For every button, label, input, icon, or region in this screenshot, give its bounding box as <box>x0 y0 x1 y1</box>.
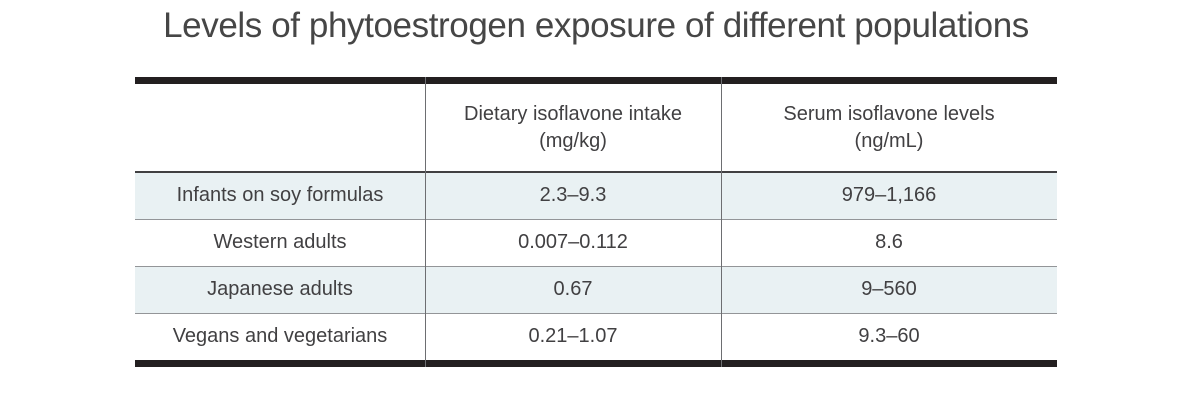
cell-serum-levels: 9–560 <box>721 265 1057 313</box>
cell-population: Japanese adults <box>135 265 425 313</box>
header-population <box>135 84 425 173</box>
cell-dietary-intake: 0.007–0.112 <box>425 218 721 266</box>
header-serum-levels: Serum isoflavone levels (ng/mL) <box>721 84 1057 173</box>
column-divider-2 <box>721 77 722 367</box>
cell-dietary-intake: 0.21–1.07 <box>425 312 721 360</box>
header-row: Dietary isoflavone intake (mg/kg) Serum … <box>135 84 1057 173</box>
cell-population: Western adults <box>135 218 425 266</box>
cell-dietary-intake: 2.3–9.3 <box>539 184 607 207</box>
header-dietary-intake: Dietary isoflavone intake (mg/kg) <box>425 84 721 173</box>
cell-population: Vegans and vegetarians <box>135 312 425 360</box>
header-serum-levels-label: Serum isoflavone levels <box>783 102 995 125</box>
cell-dietary-intake: 0.67 <box>425 265 721 313</box>
table-row: Vegans and vegetarians 0.21–1.07 9.3–60 <box>135 312 1057 360</box>
cell-serum-levels: 979–1,166 <box>841 184 937 207</box>
header-dietary-intake-unit: (mg/kg) <box>539 129 607 152</box>
figure-title: Levels of phytoestrogen exposure of diff… <box>163 6 1029 45</box>
header-dietary-intake-label: Dietary isoflavone intake <box>464 102 682 125</box>
table-row: Western adults 0.007–0.112 8.6 <box>135 218 1057 266</box>
data-table: Dietary isoflavone intake (mg/kg) Serum … <box>135 77 1057 367</box>
cell-serum-levels: 8.6 <box>721 218 1057 266</box>
header-serum-levels-unit: (ng/mL) <box>854 129 924 152</box>
cell-population: Infants on soy formulas <box>176 184 384 207</box>
column-divider-1 <box>425 77 426 367</box>
table-row: Infants on soy formulas 2.3–9.3 979–1,16… <box>135 172 1057 219</box>
table-row: Japanese adults 0.67 9–560 <box>135 265 1057 313</box>
cell-serum-levels: 9.3–60 <box>721 312 1057 360</box>
phytoestrogen-table: Dietary isoflavone intake (mg/kg) Serum … <box>135 84 1057 360</box>
